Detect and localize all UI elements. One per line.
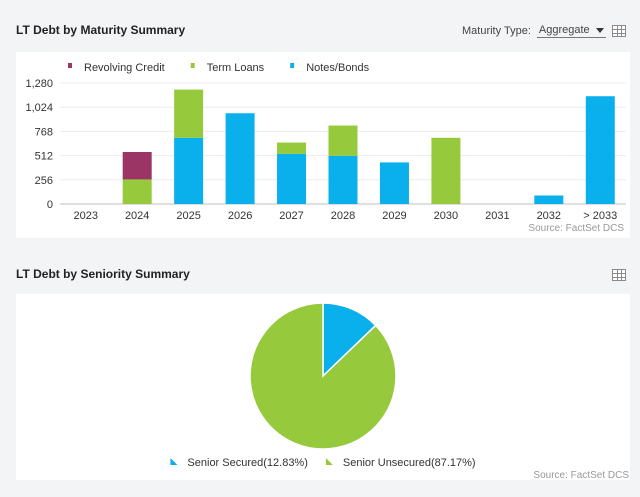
y-tick-label: 1,024	[25, 102, 53, 114]
pie-slice-senior-secured[interactable]	[322, 302, 377, 378]
maturity-type-label: Maturity Type:	[462, 25, 531, 37]
bar-notes-bonds-2028[interactable]	[328, 155, 358, 204]
seniority-pie-chart: Senior Secured(12.83%) Senior Unsecured(8…	[170, 302, 629, 481]
x-tick-label: 2031	[485, 210, 509, 222]
y-tick-label: 512	[35, 151, 53, 163]
table-view-icon[interactable]	[612, 25, 626, 37]
bar-notes-bonds-2025[interactable]	[174, 137, 204, 204]
x-tick-label: 2032	[537, 210, 561, 222]
pie-legend: Senior Secured(12.83%) Senior Unsecured(8…	[170, 457, 476, 469]
legend-item-revolving-credit[interactable]: Revolving Credit	[68, 62, 165, 74]
x-tick-label: 2026	[228, 210, 252, 222]
chevron-down-icon	[595, 27, 604, 33]
seniority-chart-panel: Senior Secured(12.83%) Senior Unsecured(8…	[16, 294, 630, 481]
bar-notes-bonds-2033[interactable]	[585, 96, 615, 204]
pie-slice-senior-unsecured[interactable]	[249, 302, 397, 450]
legend-swatch	[290, 63, 295, 68]
y-axis-ticks: 0 256 512 768 1,024 1,280	[25, 78, 53, 211]
legend-swatch	[68, 63, 72, 68]
y-tick-label: 256	[35, 175, 53, 187]
bar-term-loans-2024[interactable]	[122, 179, 152, 204]
legend-swatch	[325, 458, 333, 465]
chart-legend: Revolving Credit Term Loans Notes/Bonds	[68, 62, 370, 74]
legend-label: Term Loans	[207, 62, 265, 74]
x-tick-label: 2029	[382, 210, 406, 222]
maturity-type-control: Maturity Type: Aggregate	[462, 24, 606, 38]
maturity-type-value: Aggregate	[538, 24, 590, 36]
maturity-section-title: LT Debt by Maturity Summary	[16, 23, 186, 37]
legend-swatch	[190, 63, 195, 68]
legend-swatch	[170, 458, 178, 465]
legend-label: Senior Unsecured(87.17%)	[343, 457, 476, 469]
legend-item-senior-unsecured[interactable]: Senior Unsecured(87.17%)	[325, 457, 476, 469]
bar-revolving-credit-2024[interactable]	[122, 152, 152, 180]
seniority-source: Source: FactSet DCS	[533, 470, 629, 480]
legend-item-senior-secured[interactable]: Senior Secured(12.83%)	[170, 457, 308, 469]
seniority-section-title: LT Debt by Seniority Summary	[16, 267, 190, 281]
x-tick-label: 2028	[331, 210, 355, 222]
y-tick-label: 0	[47, 199, 53, 211]
legend-label: Senior Secured(12.83%)	[187, 457, 307, 469]
maturity-type-select[interactable]: Aggregate	[536, 24, 606, 38]
legend-label: Notes/Bonds	[306, 62, 369, 74]
x-axis-ticks: 2023 2024 2025 2026 2027 2028 2029 2030 2031 2032…	[73, 210, 617, 222]
x-tick-label: 2030	[434, 210, 458, 222]
x-tick-label: > 2033	[583, 210, 617, 222]
legend-label: Revolving Credit	[84, 62, 165, 74]
bar-term-loans-2030[interactable]	[431, 137, 461, 204]
bar-term-loans-2028[interactable]	[328, 125, 358, 156]
x-tick-label: 2027	[279, 210, 303, 222]
maturity-chart-panel: 0 256 512 768 1,024 1,280 2023 2024 2025 2026 202…	[16, 52, 630, 238]
bar-notes-bonds-2032[interactable]	[534, 195, 564, 204]
y-tick-label: 768	[35, 126, 53, 138]
legend-item-notes-bonds[interactable]: Notes/Bonds	[290, 62, 370, 74]
maturity-source: Source: FactSet DCS	[528, 223, 624, 234]
x-tick-label: 2025	[176, 210, 200, 222]
bar-notes-bonds-2029[interactable]	[379, 162, 409, 204]
y-tick-label: 1,280	[25, 78, 53, 90]
table-view-icon[interactable]	[612, 269, 626, 281]
bar-term-loans-2027[interactable]	[277, 142, 307, 154]
x-tick-label: 2023	[73, 210, 97, 222]
bar-term-loans-2025[interactable]	[174, 89, 204, 138]
chart-bars	[122, 89, 615, 204]
bar-notes-bonds-2026[interactable]	[225, 113, 255, 204]
pie-slices	[249, 302, 397, 450]
legend-item-term-loans[interactable]: Term Loans	[190, 62, 265, 74]
x-tick-label: 2024	[125, 210, 149, 222]
bar-notes-bonds-2027[interactable]	[277, 153, 307, 204]
